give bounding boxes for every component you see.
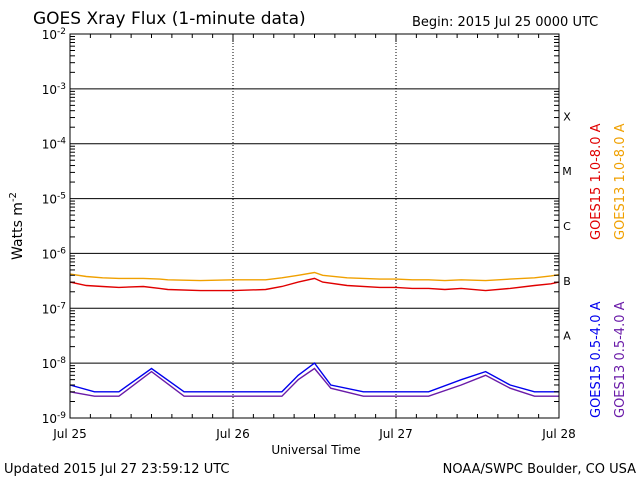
flare-class-label: M — [562, 165, 572, 178]
y-tick-label: 10-2 — [42, 27, 66, 42]
y-tick-label: 10-6 — [42, 246, 67, 261]
y-axis-label: Watts m-2 — [8, 192, 26, 260]
y-tick-label: 10-4 — [42, 137, 67, 152]
legend-entry: GOES13 1.0-8.0 A — [613, 123, 628, 240]
x-tick-label: Jul 28 — [541, 427, 576, 441]
x-tick-label: Jul 25 — [52, 427, 87, 441]
y-tick-label: 10-7 — [42, 301, 66, 316]
legend-entry: GOES13 0.5-4.0 A — [613, 301, 628, 418]
y-tick-label: 10-9 — [42, 411, 67, 426]
updated-label: Updated 2015 Jul 27 23:59:12 UTC — [4, 462, 229, 477]
series-line-0 — [69, 277, 560, 292]
series-line-2 — [69, 362, 559, 393]
flare-class-label: A — [563, 330, 571, 343]
svg-text:Watts m-2: Watts m-2 — [8, 192, 26, 260]
flare-class-label: B — [563, 275, 571, 288]
x-axis-label: Universal Time — [271, 443, 360, 457]
legend-entry: GOES15 0.5-4.0 A — [589, 301, 604, 418]
x-tick-label: Jul 26 — [215, 427, 250, 441]
series-line-3 — [69, 367, 559, 397]
legend-entry: GOES15 1.0-8.0 A — [589, 123, 604, 240]
series-line-1 — [69, 271, 560, 282]
plot-frame — [69, 33, 560, 419]
chart-title: GOES Xray Flux (1-minute data) — [33, 9, 306, 29]
y-tick-label: 10-8 — [42, 356, 67, 371]
y-tick-label: 10-3 — [42, 82, 66, 97]
x-tick-label: Jul 27 — [378, 427, 413, 441]
y-axis-label-exponent: -2 — [8, 192, 19, 202]
flare-class-label: C — [563, 220, 571, 233]
y-axis-label-text: Watts m — [10, 202, 26, 260]
y-tick-label: 10-5 — [42, 192, 66, 207]
begin-label: Begin: 2015 Jul 25 0000 UTC — [412, 15, 598, 30]
credit-label: NOAA/SWPC Boulder, CO USA — [443, 462, 636, 477]
flare-class-label: X — [563, 110, 571, 123]
